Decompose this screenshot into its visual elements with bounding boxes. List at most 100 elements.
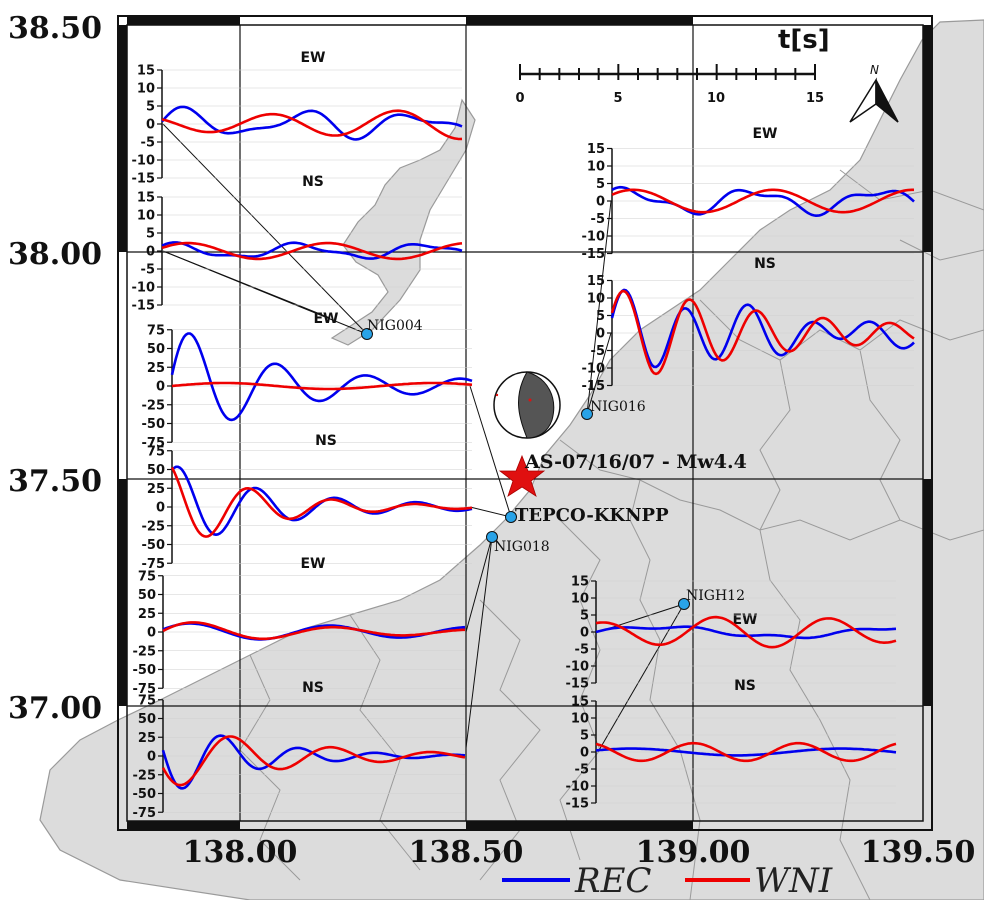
axis-tick-label: 0: [580, 746, 589, 761]
axis-tick-label: 0: [147, 750, 156, 765]
axis-tick-label: 5: [580, 609, 589, 624]
axis-tick-label: 10: [137, 82, 155, 97]
axis-tick-label: 0: [596, 327, 605, 342]
legend-label-wni: WNI: [754, 861, 833, 900]
event-label: AS-07/16/07 - Mw4.4: [524, 451, 747, 473]
axis-tick-label: 15: [587, 274, 605, 289]
axis-tick-label: 25: [138, 607, 156, 622]
station-label: NIG018: [494, 539, 550, 555]
waveform-trace-rec: [161, 734, 466, 790]
axis-tick-label: 25: [147, 361, 165, 376]
waveform-panel-nig016-ns: NS 15 10 5 0 -5 -10 -15: [582, 256, 915, 394]
axis-tick-label: 15: [587, 142, 605, 157]
axis-tick-label: 15: [137, 64, 155, 79]
waveform-trace-wni: [610, 289, 915, 376]
axis-tick-label: 0: [146, 245, 155, 260]
axis-tick-label: -25: [142, 519, 166, 534]
component-label: EW: [752, 126, 777, 142]
north-label: N: [870, 63, 879, 77]
waveform-panel-nig004-ns: NS 15 10 5 0 -5 -10 -15: [132, 174, 463, 314]
axis-tick-label: -5: [591, 212, 605, 227]
component-label: NS: [734, 678, 756, 694]
axis-tick-label: -15: [132, 172, 156, 187]
axis-tick-label: 0: [147, 626, 156, 641]
axis-tick-label: -50: [133, 787, 157, 802]
waveform-trace-rec: [595, 747, 897, 757]
axis-tick-label: -10: [566, 780, 590, 795]
waveform-trace-rec: [161, 105, 463, 141]
lat-label: 37.50: [8, 464, 102, 499]
axis-tick-label: 10: [587, 160, 605, 175]
waveform-panel-tepco-kknpp-ns: NS 75 50 25 0 -25 -50 -75: [133, 680, 466, 821]
axis-tick-label: 10: [137, 209, 155, 224]
lon-label: 138.00: [183, 835, 298, 870]
lat-label: 37.00: [8, 691, 102, 726]
time-scale-tick: 0: [515, 91, 524, 106]
axis-tick-label: -10: [582, 230, 606, 245]
station-marker-nig018: [486, 531, 498, 543]
axis-tick-label: 10: [587, 292, 605, 307]
lon-label: 139.50: [861, 835, 976, 870]
time-scale-tick: 5: [613, 91, 622, 106]
station-marker-nig016: [581, 408, 593, 420]
axis-tick-label: 75: [138, 693, 156, 708]
station-label: NIG004: [367, 318, 423, 334]
waveform-trace-wni: [162, 621, 465, 641]
axis-tick-label: -15: [132, 299, 156, 314]
axis-tick-label: 5: [596, 309, 605, 324]
axis-tick-label: -75: [142, 557, 166, 572]
component-label: EW: [300, 556, 325, 572]
waveform-trace-rec: [170, 332, 473, 422]
axis-tick-label: -75: [133, 806, 157, 821]
axis-tick-label: 50: [147, 342, 165, 357]
latitude-labels: 38.50 38.00 37.50 37.00: [8, 11, 102, 726]
axis-tick-label: -5: [591, 344, 605, 359]
waveform-trace-rec: [161, 241, 463, 260]
lat-label: 38.50: [8, 11, 102, 46]
axis-tick-label: 50: [147, 463, 165, 478]
waveform-trace-rec: [595, 625, 897, 640]
axis-tick-label: 10: [571, 592, 589, 607]
axis-tick-label: 50: [138, 588, 156, 603]
site-label: TEPCO-KKNPP: [515, 505, 669, 526]
station-marker-nig004: [361, 328, 373, 340]
axis-tick-label: 0: [156, 380, 165, 395]
axis-tick-label: -10: [566, 660, 590, 675]
axis-tick-label: 5: [596, 177, 605, 192]
waveform-trace-wni: [161, 109, 463, 141]
time-scale-tick: 10: [707, 91, 725, 106]
axis-tick-label: 25: [147, 482, 165, 497]
axis-tick-label: -50: [142, 417, 166, 432]
waveform-trace-wni: [161, 241, 463, 261]
waveform-trace-wni: [161, 735, 466, 787]
axis-tick-label: -25: [142, 398, 166, 413]
axis-tick-label: -5: [141, 263, 155, 278]
axis-tick-label: -15: [582, 247, 606, 262]
north-arrow-icon: N: [849, 63, 899, 123]
legend: REC WNI: [502, 861, 833, 901]
axis-tick-label: -50: [142, 538, 166, 553]
time-scale-tick: 15: [806, 91, 824, 106]
waveform-trace-wni: [171, 381, 473, 391]
axis-tick-label: 15: [137, 191, 155, 206]
sado-island: [330, 98, 476, 346]
axis-tick-label: 15: [571, 695, 589, 710]
component-label: EW: [300, 50, 325, 66]
axis-tick-label: -25: [133, 644, 157, 659]
axis-tick-label: -15: [566, 797, 590, 812]
waveform-panel-nig018-ew: EW 75 50 25 0 -25 -50 -75: [142, 311, 473, 451]
axis-tick-label: -75: [142, 436, 166, 451]
station-markers: [361, 328, 690, 610]
waveform-trace-rec: [610, 288, 915, 369]
waveform-panel-nig016-ew: EW 15 10 5 0 -5 -10 -15: [582, 126, 915, 262]
waveform-panel-tepco-kknpp-ew: EW 75 50 25 0 -25 -50 -75: [133, 556, 466, 697]
waveform-trace-wni: [170, 466, 473, 538]
axis-tick-label: -5: [141, 136, 155, 151]
waveform-panel-nigh12-ew: EW 15 10 5 0 -5 -10 -15: [566, 575, 897, 692]
waveform-trace-rec: [611, 185, 915, 217]
component-label: NS: [302, 680, 324, 696]
axis-tick-label: 0: [146, 118, 155, 133]
